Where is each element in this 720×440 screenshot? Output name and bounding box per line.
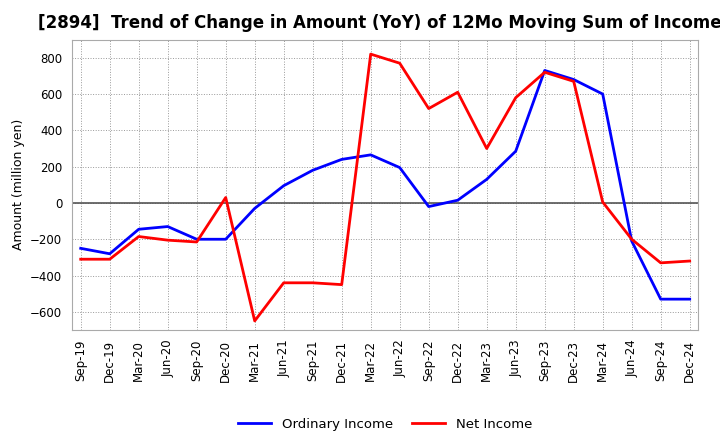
Net Income xyxy=(192,239,201,245)
Line: Ordinary Income: Ordinary Income xyxy=(81,70,690,299)
Ordinary Income xyxy=(308,168,317,173)
Ordinary Income xyxy=(541,68,549,73)
Ordinary Income xyxy=(338,157,346,162)
Net Income xyxy=(163,238,172,243)
Ordinary Income xyxy=(424,204,433,209)
Net Income xyxy=(395,61,404,66)
Net Income xyxy=(541,70,549,75)
Net Income xyxy=(279,280,288,286)
Ordinary Income xyxy=(685,297,694,302)
Net Income xyxy=(627,237,636,242)
Ordinary Income xyxy=(454,198,462,203)
Ordinary Income xyxy=(221,237,230,242)
Ordinary Income xyxy=(570,77,578,82)
Net Income xyxy=(135,234,143,239)
Ordinary Income xyxy=(657,297,665,302)
Ordinary Income xyxy=(366,152,375,158)
Ordinary Income xyxy=(135,227,143,232)
Legend: Ordinary Income, Net Income: Ordinary Income, Net Income xyxy=(238,418,532,431)
Net Income xyxy=(76,257,85,262)
Title: [2894]  Trend of Change in Amount (YoY) of 12Mo Moving Sum of Incomes: [2894] Trend of Change in Amount (YoY) o… xyxy=(38,15,720,33)
Net Income xyxy=(454,90,462,95)
Ordinary Income xyxy=(163,224,172,229)
Net Income xyxy=(482,146,491,151)
Ordinary Income xyxy=(105,251,114,257)
Net Income xyxy=(221,195,230,200)
Ordinary Income xyxy=(76,246,85,251)
Ordinary Income xyxy=(192,237,201,242)
Ordinary Income xyxy=(482,177,491,182)
Ordinary Income xyxy=(279,183,288,188)
Net Income xyxy=(685,258,694,264)
Net Income xyxy=(308,280,317,286)
Ordinary Income xyxy=(627,238,636,244)
Ordinary Income xyxy=(598,92,607,97)
Ordinary Income xyxy=(251,206,259,211)
Ordinary Income xyxy=(511,149,520,154)
Net Income xyxy=(570,79,578,84)
Net Income xyxy=(366,51,375,57)
Net Income xyxy=(657,260,665,265)
Net Income xyxy=(424,106,433,111)
Y-axis label: Amount (million yen): Amount (million yen) xyxy=(12,119,24,250)
Line: Net Income: Net Income xyxy=(81,54,690,321)
Net Income xyxy=(105,257,114,262)
Net Income xyxy=(511,95,520,100)
Net Income xyxy=(251,318,259,323)
Ordinary Income xyxy=(395,165,404,170)
Net Income xyxy=(598,199,607,205)
Net Income xyxy=(338,282,346,287)
